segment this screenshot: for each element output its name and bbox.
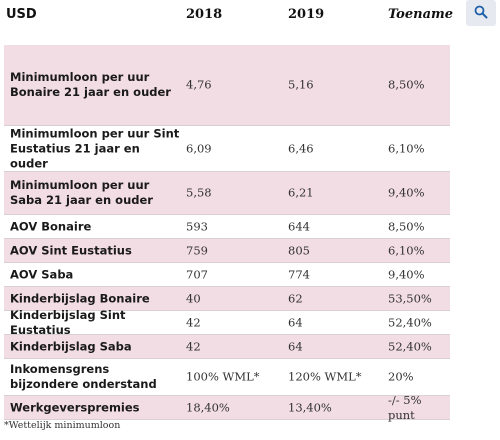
value-2018: 18,40% (186, 400, 230, 414)
table-row: Inkomensgrens bijzondere onderstand 100% … (4, 359, 450, 396)
row-label: Kinderbijslag Saba (10, 339, 132, 353)
value-change: 52,40% (388, 339, 432, 353)
row-label: Inkomensgrens bijzondere onderstand (10, 362, 157, 391)
value-2019: 64 (288, 339, 303, 353)
value-2019: 64 (288, 315, 303, 329)
row-label: AOV Sint Eustatius (10, 243, 132, 257)
row-label: Minimumloon per uur Saba 21 jaar en oude… (10, 178, 153, 207)
value-2019: 805 (288, 243, 310, 257)
row-label: AOV Bonaire (10, 219, 92, 233)
table-row: Minimumloon per uur Sint Eustatius 21 ja… (4, 126, 450, 172)
value-change: 6,10% (388, 243, 425, 257)
value-2018: 42 (186, 315, 201, 329)
table-row: Kinderbijslag Sint Eustatius 42 64 52,40% (4, 307, 450, 337)
currency-heading: USD (6, 7, 37, 22)
value-2018: 6,09 (186, 141, 212, 155)
value-2018: 42 (186, 339, 201, 353)
value-change: 6,10% (388, 141, 425, 155)
row-label: Minimumloon per uur Bonaire 21 jaar en o… (10, 70, 171, 99)
table-row: Kinderbijslag Saba 42 64 52,40% (4, 335, 450, 359)
row-label: Minimumloon per uur Sint Eustatius 21 ja… (10, 126, 180, 170)
table-row: AOV Sint Eustatius 759 805 6,10% (4, 239, 450, 263)
search-button[interactable] (466, 0, 496, 26)
value-2019: 6,21 (288, 185, 314, 200)
column-2019-heading: 2019 (288, 7, 325, 22)
column-2018-heading: 2018 (186, 7, 223, 22)
column-change-heading: Toename (388, 7, 454, 22)
search-icon (474, 5, 488, 19)
value-change: 8,50% (388, 77, 425, 92)
value-2019: 6,46 (288, 141, 314, 155)
value-2019: 774 (288, 267, 310, 281)
value-change: 9,40% (388, 267, 425, 281)
value-change: 52,40% (388, 315, 432, 329)
table-row: AOV Saba 707 774 9,40% (4, 263, 450, 287)
row-label: Werkgeverspremies (10, 400, 140, 414)
row-label: Kinderbijslag Bonaire (10, 291, 150, 305)
value-change: 53,50% (388, 291, 432, 305)
value-2018: 5,58 (186, 185, 212, 200)
value-2018: 707 (186, 267, 208, 281)
value-2019: 644 (288, 219, 310, 233)
value-2019: 13,40% (288, 400, 332, 414)
value-2018: 100% WML* (186, 369, 260, 384)
value-2018: 4,76 (186, 77, 212, 92)
value-2019: 5,16 (288, 77, 314, 92)
value-2018: 593 (186, 219, 208, 233)
data-table: Minimumloon per uur Bonaire 21 jaar en o… (4, 45, 450, 422)
value-change: 9,40% (388, 185, 425, 200)
value-2019: 62 (288, 291, 303, 305)
table-row: Werkgeverspremies 18,40% 13,40% -/- 5% punt (4, 392, 450, 422)
row-label: Kinderbijslag Sint Eustatius (10, 307, 126, 337)
table-row: Kinderbijslag Bonaire 40 62 53,50% (4, 287, 450, 311)
value-change: 20% (388, 369, 414, 384)
table-row: Minimumloon per uur Bonaire 21 jaar en o… (4, 45, 450, 126)
value-2018: 40 (186, 291, 201, 305)
table-row: AOV Bonaire 593 644 8,50% (4, 215, 450, 239)
value-change: -/- 5% punt (388, 392, 422, 422)
value-2018: 759 (186, 243, 208, 257)
row-label: AOV Saba (10, 267, 74, 281)
footnote: *Wettelijk minimumloon (4, 420, 121, 431)
table-row: Minimumloon per uur Saba 21 jaar en oude… (4, 172, 450, 215)
value-change: 8,50% (388, 219, 425, 233)
value-2019: 120% WML* (288, 369, 362, 384)
table-header: USD 2018 2019 Toename (0, 0, 500, 44)
